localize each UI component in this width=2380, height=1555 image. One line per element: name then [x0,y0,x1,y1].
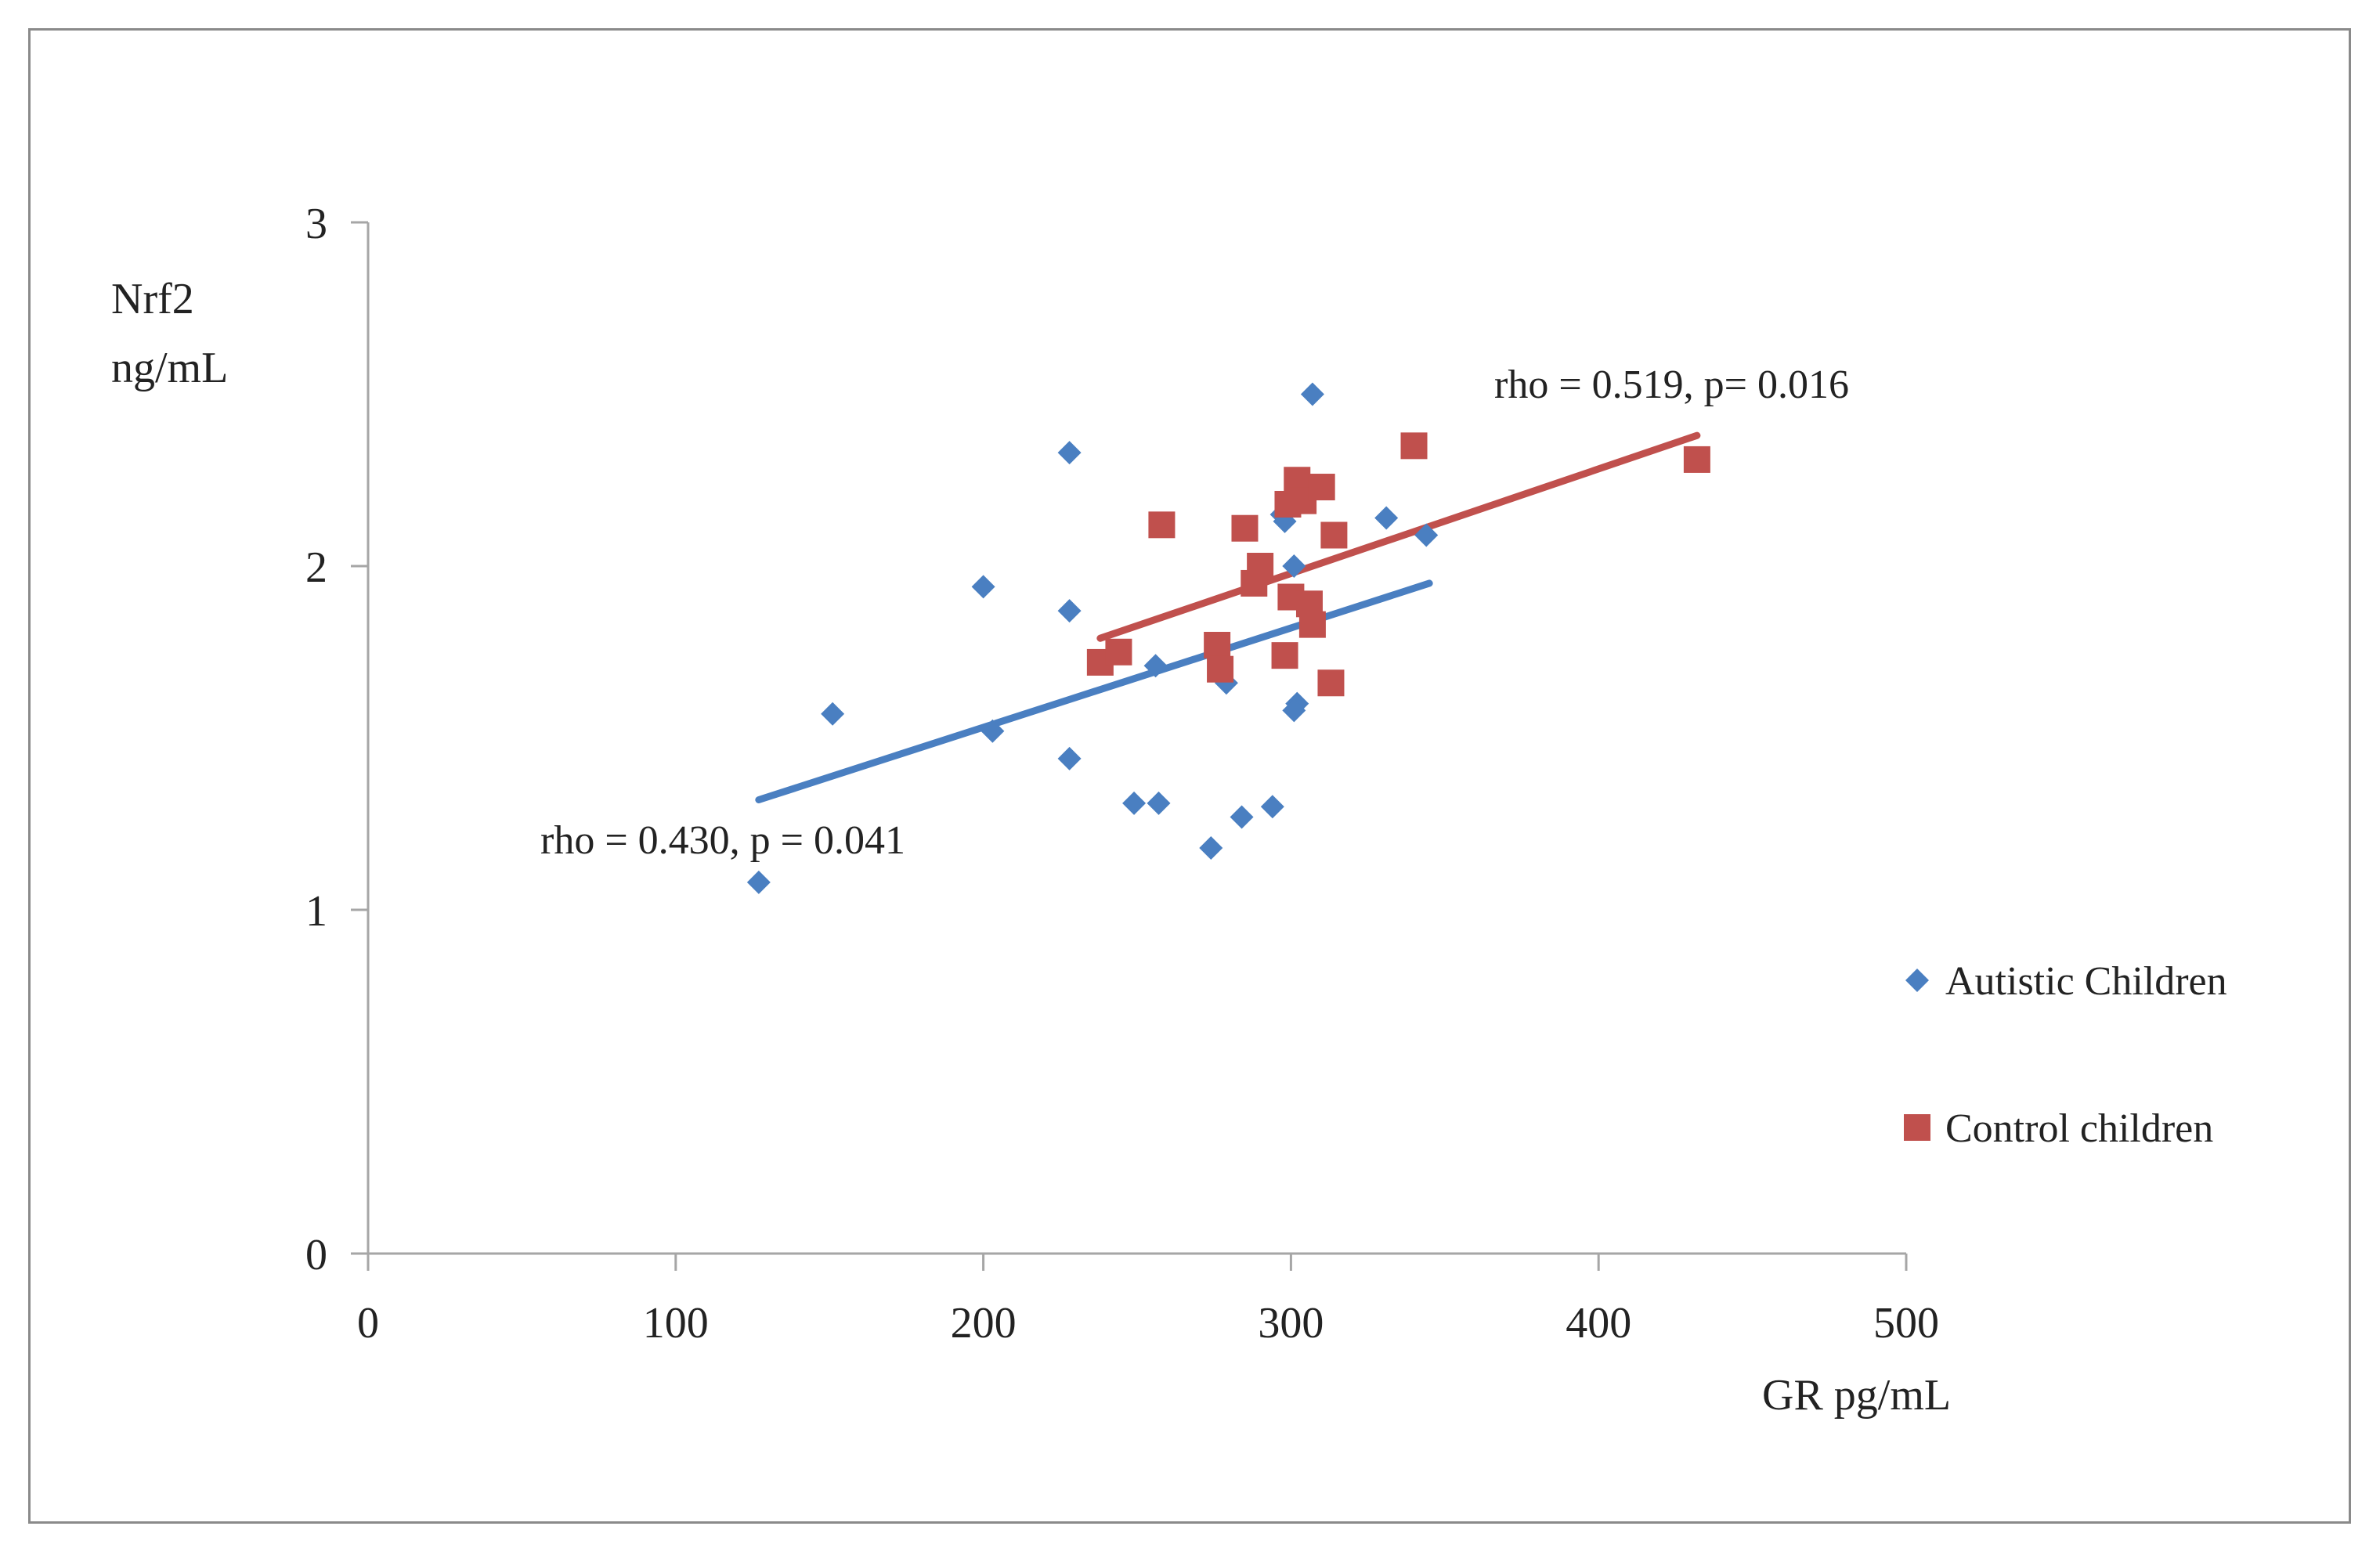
legend-diamond-marker [1905,969,1929,992]
x-tick-label: 100 [643,1299,709,1348]
autistic-point [821,702,845,726]
autistic-point [1147,791,1171,815]
autistic-point [1260,795,1284,819]
y-axis-title-line-1: Nrf2 [111,275,194,323]
control-trendline [1096,431,1701,642]
autistic-point [1282,698,1306,723]
control-point [1207,655,1234,683]
chart-frame [28,28,2351,1524]
legend-item-control[interactable]: Control children [1904,1106,2213,1151]
legend-label-autistic: Autistic Children [1945,959,2227,1004]
x-tick-label: 500 [1873,1299,1939,1348]
autistic-point [746,870,771,894]
autistic-point [1282,554,1306,578]
y-tick-label: 2 [305,543,327,592]
autistic-point [1057,746,1082,770]
autistic-point [971,575,995,599]
axis-ticks: 0 1 2 3 0 100 200 300 400 500 [305,200,1939,1348]
autistic-point [981,719,1005,743]
autistic-point [1057,599,1082,623]
control-point [1683,446,1710,473]
control-point [1105,638,1132,666]
y-axis-title-line-2: ng/mL [111,344,228,392]
legend-item-autistic[interactable]: Autistic Children [1905,959,2227,1004]
control-point [1308,474,1335,501]
autistic-point [1199,835,1223,860]
control-point [1231,514,1259,542]
x-tick-label: 0 [357,1299,379,1348]
autistic-point [1374,506,1399,530]
trendlines [755,431,1701,804]
data-points [746,382,1710,894]
legend-square-marker [1904,1114,1930,1141]
control-point [1320,521,1348,549]
autistic-point [1414,523,1439,547]
control-point [1247,553,1274,579]
control-point [1204,631,1231,658]
control-point [1317,669,1345,697]
x-tick-label: 300 [1258,1299,1324,1348]
autistic-correlation-annotation: rho = 0.430, p = 0.041 [540,818,905,863]
x-axis-title: GR pg/mL [1762,1371,1951,1420]
control-point [1148,511,1176,539]
x-tick-label: 400 [1566,1299,1631,1348]
legend-label-control: Control children [1945,1106,2213,1151]
legend: Autistic Children Control children [1904,959,2227,1151]
x-tick-label: 200 [951,1299,1017,1348]
autistic-point [1057,441,1082,465]
control-correlation-annotation: rho = 0.519, p= 0.016 [1494,363,1849,407]
control-point [1400,432,1428,460]
y-tick-label: 0 [305,1231,327,1279]
autistic-point [1143,654,1168,678]
autistic-point [1300,382,1324,406]
axes [367,222,1906,1255]
y-tick-label: 1 [305,887,327,936]
control-point [1271,642,1298,669]
autistic-point [1122,791,1147,815]
y-tick-label: 3 [305,200,327,248]
control-point [1298,611,1326,638]
autistic-point [1230,805,1254,829]
